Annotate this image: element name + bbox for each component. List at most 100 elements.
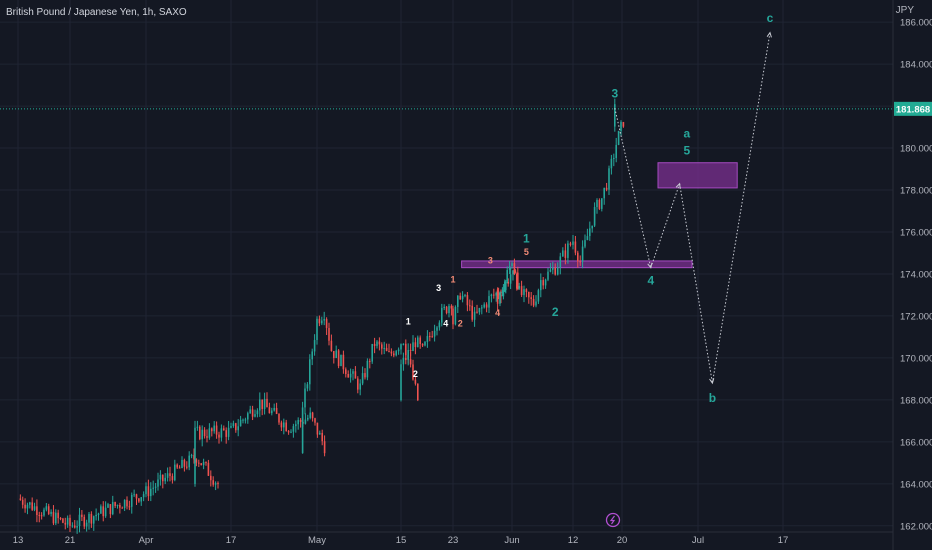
- candle-body: [330, 340, 333, 352]
- candle-body: [325, 319, 328, 329]
- candle-body: [71, 525, 74, 527]
- candle-body: [574, 241, 577, 253]
- candle-body: [38, 515, 41, 517]
- projection-segment: [614, 108, 652, 268]
- candle-body: [328, 328, 330, 341]
- candle-body: [417, 383, 419, 401]
- candle-body: [525, 289, 528, 292]
- candle-body: [205, 462, 207, 464]
- candle-body: [436, 327, 438, 331]
- candle-body: [483, 304, 485, 308]
- candle-body: [421, 343, 424, 346]
- candle-body: [381, 344, 383, 349]
- candle-body: [311, 351, 313, 360]
- candle-body: [299, 419, 302, 422]
- candle-body: [564, 250, 567, 258]
- candle-body: [45, 506, 48, 510]
- candle-body: [613, 157, 615, 159]
- candle-body: [230, 426, 232, 428]
- candle-body: [610, 158, 613, 169]
- projection-arrowhead: [766, 31, 772, 38]
- candle-body: [297, 419, 299, 425]
- candle-body: [591, 225, 593, 229]
- candle-body: [512, 270, 514, 275]
- candle-body: [107, 504, 109, 508]
- y-tick-label: 178.000: [900, 186, 932, 197]
- candle-body: [414, 342, 417, 348]
- candle-body: [497, 292, 500, 296]
- candle-body: [493, 294, 495, 296]
- y-tick-label: 166.000: [900, 437, 932, 448]
- candle-body: [388, 350, 390, 352]
- candle-body: [271, 410, 273, 414]
- wave-label: 2: [552, 305, 559, 319]
- candle-body: [342, 354, 345, 370]
- candle-body: [530, 297, 532, 299]
- x-tick-label: Apr: [139, 535, 154, 546]
- candle-body: [83, 516, 86, 527]
- candle-body: [509, 274, 512, 284]
- candle-body: [239, 419, 242, 427]
- candle-body: [225, 430, 227, 437]
- wave-label: 3: [488, 255, 493, 265]
- candle-body: [159, 474, 162, 480]
- candle-body: [520, 286, 523, 295]
- candle-body: [92, 516, 95, 524]
- candle-body: [304, 388, 306, 408]
- candle-body: [481, 307, 483, 309]
- candle-body: [85, 522, 88, 527]
- candle-body: [24, 504, 26, 509]
- candle-body: [145, 486, 147, 495]
- candle-body: [461, 295, 464, 300]
- candle-body: [397, 349, 400, 352]
- candle-body: [249, 409, 251, 414]
- candle-body: [373, 343, 376, 346]
- candle-body: [478, 308, 481, 313]
- x-tick-label: 13: [13, 535, 24, 546]
- candle-body: [443, 306, 445, 308]
- candle-body: [69, 517, 71, 526]
- x-tick-label: 20: [617, 535, 628, 546]
- wave-label: 2: [413, 369, 418, 379]
- candle-body: [135, 494, 138, 499]
- candle-body: [400, 344, 402, 350]
- candle-body: [445, 306, 448, 314]
- y-tick-label: 186.000: [900, 18, 932, 29]
- candle-body: [59, 518, 62, 520]
- y-tick-label: 180.000: [900, 144, 932, 155]
- wave-label: 3: [436, 283, 441, 293]
- candle-body: [311, 412, 314, 419]
- candle-body: [433, 330, 436, 337]
- candle-body: [572, 241, 574, 245]
- lightning-icon[interactable]: [605, 512, 621, 528]
- candle-body: [485, 304, 488, 308]
- candle-body: [505, 281, 507, 291]
- target-zone[interactable]: [657, 162, 738, 189]
- candle-body: [154, 486, 157, 488]
- candle-body: [100, 506, 102, 514]
- candle-body: [64, 522, 67, 525]
- candle-body: [450, 305, 453, 309]
- candle-body: [287, 431, 290, 433]
- candle-body: [210, 475, 212, 481]
- candle-body: [251, 409, 254, 417]
- candle-body: [40, 515, 43, 517]
- candle-body: [292, 426, 295, 432]
- candle-body: [111, 502, 114, 515]
- candle-body: [409, 350, 412, 352]
- candle-body: [466, 295, 469, 306]
- candle-body: [259, 399, 261, 411]
- candle-body: [549, 269, 552, 272]
- candle-body: [540, 280, 542, 291]
- candle-body: [620, 122, 622, 132]
- y-tick-label: 170.000: [900, 353, 932, 364]
- y-tick-label: 172.000: [900, 311, 932, 322]
- candle-body: [405, 357, 407, 361]
- support-zone[interactable]: [461, 260, 693, 269]
- candle-body: [309, 359, 311, 385]
- candle-body: [316, 422, 319, 435]
- candle-body: [502, 290, 505, 297]
- candle-body: [417, 337, 419, 348]
